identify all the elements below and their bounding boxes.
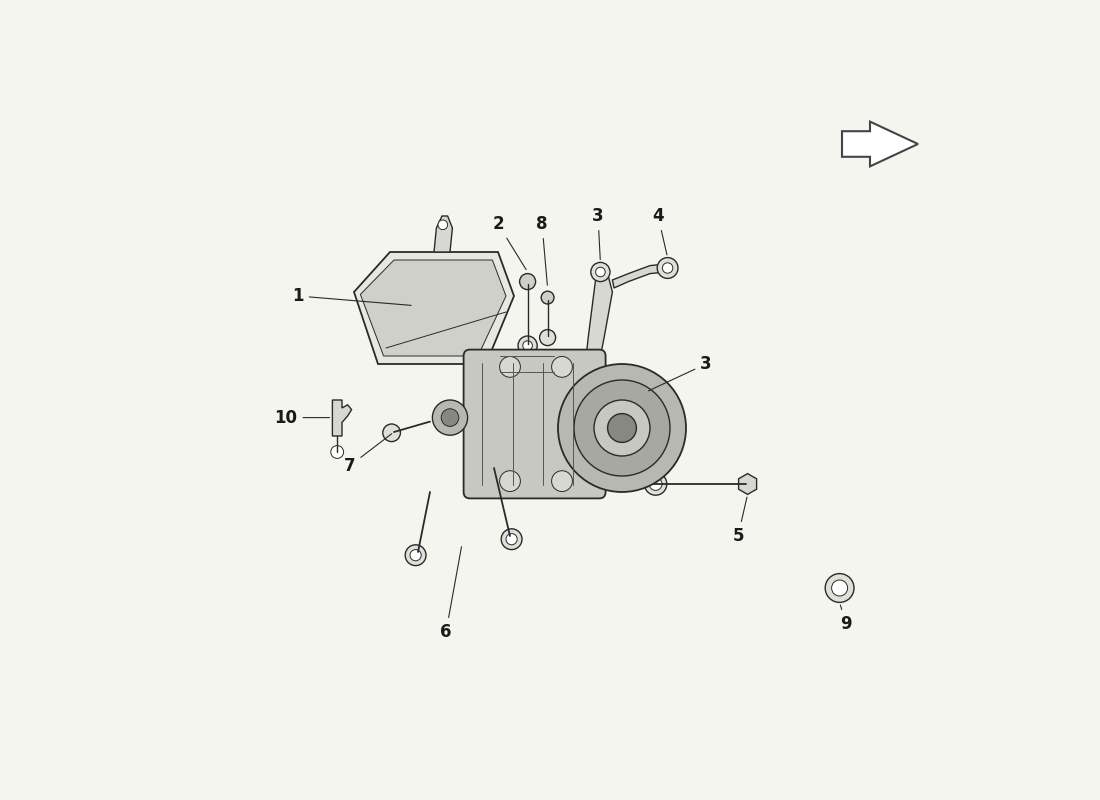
Circle shape [574,380,670,476]
Circle shape [519,274,536,290]
Circle shape [540,330,556,346]
Circle shape [595,267,605,277]
Circle shape [649,478,662,490]
Circle shape [551,470,572,491]
Circle shape [825,574,854,602]
Circle shape [410,550,421,561]
Text: 2: 2 [492,215,526,270]
Circle shape [405,545,426,566]
Circle shape [499,357,520,378]
Circle shape [832,580,848,596]
Polygon shape [354,252,514,364]
Circle shape [578,402,594,418]
FancyBboxPatch shape [463,350,606,498]
Circle shape [432,400,468,435]
Polygon shape [361,260,506,356]
Circle shape [551,357,572,378]
Circle shape [541,291,554,304]
Circle shape [662,262,673,274]
Circle shape [594,400,650,456]
Polygon shape [581,270,613,410]
Circle shape [438,220,448,230]
Polygon shape [434,216,452,252]
Text: 5: 5 [733,497,747,545]
Circle shape [591,262,611,282]
Circle shape [621,396,638,412]
Circle shape [607,414,637,442]
Text: 6: 6 [440,546,462,641]
Circle shape [518,336,537,355]
Circle shape [558,364,686,492]
Text: 9: 9 [840,605,851,633]
Circle shape [636,382,648,394]
Circle shape [383,424,400,442]
Text: 1: 1 [293,287,411,306]
Circle shape [502,529,522,550]
Polygon shape [842,122,918,166]
Text: 3: 3 [592,207,604,260]
Text: 8: 8 [537,215,548,286]
Circle shape [626,400,634,408]
Circle shape [645,473,667,495]
Circle shape [657,258,678,278]
Circle shape [522,341,532,350]
Circle shape [499,470,520,491]
Text: 10: 10 [275,409,330,426]
Polygon shape [332,400,352,436]
Polygon shape [613,264,666,288]
Circle shape [441,409,459,426]
Text: 3: 3 [649,355,712,391]
Text: 7: 7 [344,434,392,474]
Text: 4: 4 [652,207,667,255]
Circle shape [331,446,343,458]
Circle shape [506,534,517,545]
